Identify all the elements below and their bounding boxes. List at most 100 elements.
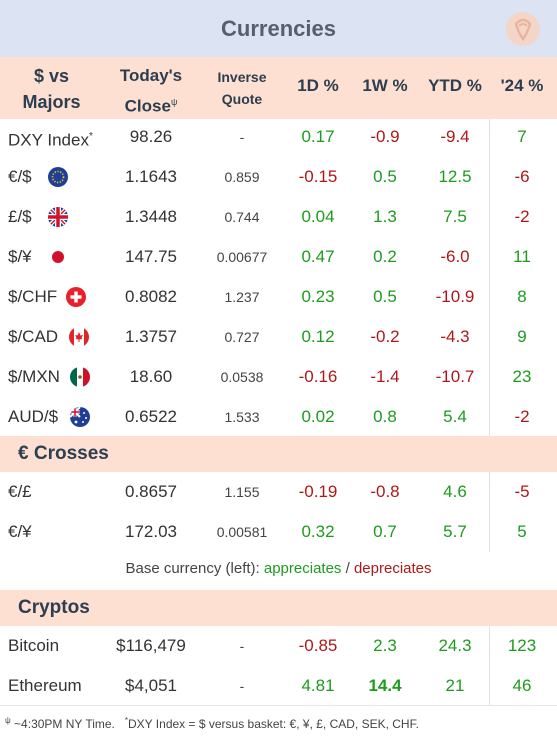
- close-value: $4,051: [125, 676, 177, 695]
- title-bar: Currencies: [0, 0, 557, 57]
- row-label: $/CAD: [8, 317, 58, 357]
- row-label-text: $/¥: [8, 247, 32, 266]
- row-label: DXY Index*: [8, 117, 93, 157]
- header-1w: 1W %: [362, 76, 408, 95]
- change-2024: 11: [513, 247, 531, 266]
- table-row: £/$ 1.3448 0.744 0.04 1.3 7.5 -2: [0, 197, 557, 237]
- change-1w: -0.2: [370, 327, 400, 346]
- inverse-value: 1.533: [224, 409, 260, 425]
- inverse-value: 0.744: [224, 209, 260, 225]
- column-divider: [489, 472, 490, 552]
- close-value: 1.1643: [125, 167, 177, 186]
- change-1d: 0.47: [301, 247, 335, 266]
- change-ytd: -9.4: [440, 127, 470, 146]
- row-label-text: DXY Index: [8, 130, 89, 150]
- eu-flag-icon: [48, 167, 68, 187]
- table-row: AUD/$ 0.6522 1.533 0.02 0.8 5.4 -2: [0, 397, 557, 437]
- close-value: 1.3757: [125, 327, 177, 346]
- change-ytd: 5.7: [443, 522, 467, 541]
- cryptos-section-title: Cryptos: [18, 597, 90, 618]
- change-1d: 0.12: [301, 327, 335, 346]
- change-ytd: 24.3: [438, 636, 472, 655]
- row-label: $/¥: [8, 237, 32, 277]
- change-1w: 0.2: [373, 247, 397, 266]
- change-2024: 23: [512, 367, 532, 386]
- mexico-flag-icon: [70, 367, 90, 387]
- change-ytd: 4.6: [443, 482, 467, 501]
- inverse-value: -: [239, 129, 245, 145]
- header-1d: 1D %: [297, 76, 339, 95]
- footnote-sym2: *: [124, 716, 129, 725]
- table-row: €/¥ 172.03 0.00581 0.32 0.7 5.7 5: [0, 512, 557, 552]
- header-close-sup: ψ: [170, 97, 178, 107]
- crosses-section-header: € Crosses: [0, 436, 557, 472]
- close-value: 147.75: [125, 247, 177, 266]
- header-24: '24 %: [500, 76, 544, 95]
- header-inverse-line2: Quote: [221, 91, 263, 107]
- color-legend: Base currency (left): appreciates / depr…: [0, 560, 557, 577]
- change-2024: 7: [517, 127, 527, 146]
- table-row: $/MXN 18.60 0.0538 -0.16 -1.4 -10.7 23: [0, 357, 557, 397]
- change-ytd: 7.5: [443, 207, 467, 226]
- table-row: €/£ 0.8657 1.155 -0.19 -0.8 4.6 -5: [0, 472, 557, 512]
- change-1w: 14.4: [368, 676, 402, 695]
- row-label: £/$: [8, 197, 32, 237]
- row-label: Ethereum: [8, 666, 82, 706]
- page-title: Currencies: [221, 15, 336, 41]
- table-row: Bitcoin $116,479 - -0.85 2.3 24.3 123: [0, 626, 557, 666]
- change-1w: 0.5: [373, 167, 397, 186]
- change-1w: 0.8: [373, 407, 397, 426]
- header-ytd: YTD %: [428, 76, 482, 95]
- brand-logo-icon: [506, 12, 540, 46]
- change-1d: 0.17: [301, 127, 335, 146]
- close-value: 0.8082: [125, 287, 177, 306]
- row-label-text: Ethereum: [8, 676, 82, 695]
- inverse-value: 1.237: [224, 289, 260, 305]
- change-1w: -0.9: [370, 127, 400, 146]
- change-1d: -0.19: [298, 482, 338, 501]
- japan-flag-icon: [48, 247, 68, 267]
- row-label: Bitcoin: [8, 626, 59, 666]
- inverse-value: 1.155: [224, 484, 260, 500]
- change-2024: -2: [514, 407, 530, 426]
- change-2024: 5: [517, 522, 527, 541]
- close-value: 172.03: [125, 522, 177, 541]
- header-inverse: Inverse Quote: [200, 66, 284, 110]
- row-label: AUD/$: [8, 397, 58, 437]
- row-label-text: $/CHF: [8, 287, 58, 306]
- legend-slash: /: [345, 560, 350, 577]
- swiss-flag-icon: [66, 287, 86, 307]
- row-label: €/£: [8, 472, 32, 512]
- change-2024: -2: [514, 207, 530, 226]
- change-2024: 8: [517, 287, 527, 306]
- row-label: €/¥: [8, 512, 32, 552]
- footnote-dxy: DXY Index = $ versus basket: €, ¥, £, CA…: [128, 717, 419, 731]
- change-1d: 0.23: [301, 287, 335, 306]
- row-label: $/MXN: [8, 357, 60, 397]
- table-row: €/$ 1.1643 0.859 -0.15 0.5 12.5 -6: [0, 157, 557, 197]
- change-2024: 123: [507, 636, 537, 655]
- table-header: $ vs Majors Today's Closeψ Inverse Quote…: [0, 57, 557, 119]
- footnote-time: ~4:30PM NY Time.: [14, 717, 115, 731]
- legend-appreciates: appreciates: [263, 560, 342, 577]
- close-value: 0.6522: [125, 407, 177, 426]
- table-row: DXY Index* 98.26 - 0.17 -0.9 -9.4 7: [0, 117, 557, 157]
- legend-prefix: Base currency (left):: [125, 560, 260, 577]
- row-label-text: €/$: [8, 167, 32, 186]
- change-1d: -0.85: [298, 636, 338, 655]
- change-ytd: 5.4: [443, 407, 467, 426]
- footnote: ψ ~4:30PM NY Time. *DXY Index = $ versus…: [5, 716, 419, 731]
- close-value: 0.8657: [125, 482, 177, 501]
- row-label-text: AUD/$: [8, 407, 59, 426]
- row-label-text: €/£: [8, 482, 32, 501]
- legend-depreciates: depreciates: [353, 560, 432, 577]
- row-label: €/$: [8, 157, 32, 197]
- close-value: 1.3448: [125, 207, 177, 226]
- change-1w: 0.5: [373, 287, 397, 306]
- change-ytd: 21: [445, 676, 465, 695]
- inverse-value: 0.0538: [220, 369, 264, 385]
- change-1w: -0.8: [370, 482, 400, 501]
- header-pair-line2: Majors: [22, 92, 81, 112]
- crosses-section-title: € Crosses: [18, 443, 109, 464]
- close-value: $116,479: [116, 636, 186, 655]
